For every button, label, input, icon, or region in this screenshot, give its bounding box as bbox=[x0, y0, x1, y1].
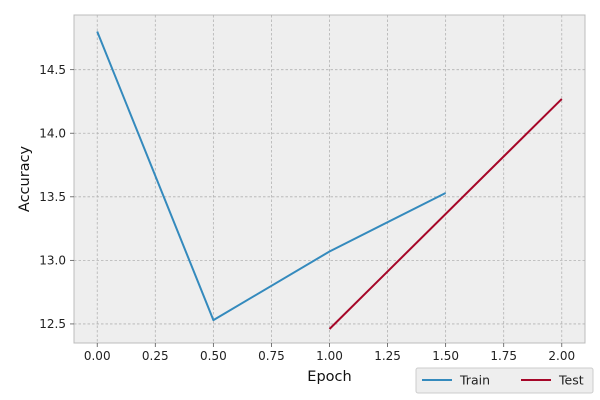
x-tick-label: 0.50 bbox=[200, 349, 227, 363]
x-axis-ticks: 0.00 0.25 0.50 0.75 1.00 1.25 1.50 1.75 2.00 bbox=[84, 343, 575, 363]
series-lines bbox=[96, 31, 563, 330]
x-axis-title: Epoch bbox=[307, 369, 351, 385]
y-axis-title: Accuracy bbox=[17, 145, 33, 212]
y-tick-label: 13.5 bbox=[39, 190, 66, 204]
x-tick-label: 0.75 bbox=[258, 349, 285, 363]
y-tick-label: 13.0 bbox=[39, 254, 66, 268]
x-tick-label: 2.00 bbox=[548, 349, 575, 363]
legend-label-train: Train bbox=[459, 373, 490, 388]
x-tick-label: 1.00 bbox=[316, 349, 343, 363]
x-tick-label: 1.75 bbox=[490, 349, 517, 363]
x-tick-label: 0.00 bbox=[84, 349, 111, 363]
legend: Train Test bbox=[415, 367, 594, 394]
legend-label-test: Test bbox=[558, 373, 584, 388]
y-axis-ticks: 12.5 13.0 13.5 14.0 14.5 bbox=[39, 63, 74, 331]
x-tick-label: 1.25 bbox=[374, 349, 401, 363]
grid-lines bbox=[74, 15, 585, 343]
x-tick-label: 0.25 bbox=[142, 349, 169, 363]
series-line-test bbox=[328, 98, 563, 330]
y-tick-label: 14.5 bbox=[39, 63, 66, 77]
y-tick-label: 14.0 bbox=[39, 127, 66, 141]
legend-box bbox=[415, 367, 594, 394]
y-tick-label: 12.5 bbox=[39, 317, 66, 331]
x-tick-label: 1.50 bbox=[432, 349, 459, 363]
series-line-train bbox=[96, 31, 447, 322]
